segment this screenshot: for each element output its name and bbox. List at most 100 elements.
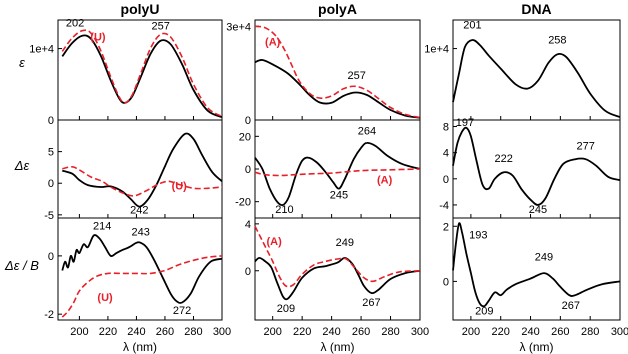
annotation-264: 264: [358, 126, 376, 138]
x-tick-label: 300: [411, 326, 429, 338]
y-tick-label: 0: [245, 115, 251, 127]
y-tick-label: -4: [439, 200, 449, 212]
series-line-solid: [254, 141, 421, 207]
y-tick-label: 5: [48, 147, 54, 159]
y-tick-label: 0: [48, 115, 54, 127]
x-tick-label: 240: [521, 326, 539, 338]
x-tick-label: 200: [263, 326, 281, 338]
y-tick-label: 0: [245, 266, 251, 278]
x-tick-label: 300: [213, 326, 231, 338]
annotation-272: 272: [173, 305, 191, 317]
annotation-277: 277: [577, 140, 595, 152]
annotation-a: (A): [265, 37, 281, 49]
y-tick-label: 20: [239, 131, 251, 143]
panel-polya-row0: 3e+4 0 (A) 257: [226, 19, 421, 127]
x-axis-label: λ (nm): [321, 340, 355, 354]
y-tick-label: -20: [235, 197, 251, 209]
y-tick-label: 2: [443, 221, 449, 233]
panel-frame: [57, 119, 223, 219]
series-line-solid: [254, 59, 421, 119]
annotation-243: 243: [132, 226, 150, 238]
panel-frame: [452, 19, 621, 121]
column-title-polya: polyA: [318, 1, 357, 17]
annotation-222: 222: [495, 153, 513, 165]
series-line-solid: [62, 132, 223, 208]
y-tick-label: 0: [443, 174, 449, 186]
row-ylabel-2: Δε / B: [4, 258, 39, 273]
panel-polyu-row0: 1e+4 0 202 (U) 257: [29, 17, 223, 127]
x-tick-label: 220: [293, 326, 311, 338]
series-line-dashed: [254, 168, 421, 177]
annotation-209: 209: [277, 303, 295, 315]
series-line-solid: [61, 234, 223, 304]
annotation-u: (U): [172, 181, 188, 193]
y-tick-label: 0: [443, 276, 449, 288]
annotation-249: 249: [336, 237, 354, 249]
annotation-210: 210: [275, 204, 293, 216]
column-title-dna: DNA: [521, 1, 551, 17]
x-axis-label: λ (nm): [123, 340, 157, 354]
annotation-214: 214: [93, 221, 111, 233]
series-line-dashed: [61, 255, 223, 318]
annotation-245: 245: [529, 204, 547, 216]
panel-frame: [254, 19, 421, 121]
annotation-267: 267: [362, 297, 380, 309]
y-tick-label: 0: [48, 251, 54, 263]
panel-polya-row1: 20 0 -20 264 (A) 210 245: [235, 119, 421, 219]
panel-frame: [57, 217, 223, 321]
x-tick-label: 260: [352, 326, 370, 338]
annotation-u: (U): [97, 292, 113, 304]
panel-dna-row1: 8 4 0 -4 197 222 277 245: [439, 117, 621, 219]
annotation-249: 249: [535, 252, 553, 264]
x-tick-label: 220: [99, 326, 117, 338]
y-tick-label: 1e+4: [424, 44, 449, 56]
y-tick-label: 0: [245, 164, 251, 176]
panel-frame: [254, 217, 421, 321]
x-axis-label: λ (nm): [520, 340, 554, 354]
annotation-242: 242: [130, 205, 148, 217]
annotation-257: 257: [151, 20, 169, 32]
x-tick-label: 240: [127, 326, 145, 338]
x-tick-label: 260: [156, 326, 174, 338]
annotation-267: 267: [562, 300, 580, 312]
annotation-201: 201: [463, 20, 481, 32]
series-line-solid: [452, 222, 621, 308]
x-tick-label: 300: [611, 326, 628, 338]
annotation-209: 209: [475, 305, 493, 317]
panel-polyu-row1: 50-5274(U)242: [44, 119, 223, 222]
y-tick-label: 1e+4: [29, 44, 54, 56]
annotation-202: 202: [66, 17, 84, 29]
panel-dna-row2: 2 0 200 220 240 260 280 300 193 249 209 267 λ (nm): [443, 217, 628, 354]
x-tick-label: 260: [551, 326, 569, 338]
series-line-dashed: [62, 165, 223, 197]
y-tick-label: 4: [245, 219, 251, 231]
annotation-257: 257: [347, 70, 365, 82]
annotation-193: 193: [469, 230, 487, 242]
row-ylabel-0: ε: [19, 55, 25, 70]
series-line-solid: [254, 256, 421, 301]
y-tick-label: -2: [44, 309, 54, 321]
panel-dna-row0: 1e+4 201 258: [424, 19, 621, 121]
annotation-258: 258: [548, 35, 566, 47]
annotation-a: (A): [377, 175, 393, 187]
x-tick-label: 280: [381, 326, 399, 338]
x-tick-label: 200: [70, 326, 88, 338]
series-line-solid: [452, 39, 621, 118]
y-tick-label: 8: [443, 122, 449, 134]
annotation-245: 245: [330, 189, 348, 201]
series-line-solid: [61, 34, 223, 118]
panel-polya-row2: 4 0 200 220 240 260 280 300 (A) 249 209 267 λ (nm): [245, 217, 429, 354]
x-tick-label: 240: [322, 326, 340, 338]
y-tick-label: -5: [44, 210, 54, 222]
y-tick-label: 4: [443, 148, 449, 160]
row-ylabel-1: Δε: [14, 158, 30, 173]
annotation-a: (A): [267, 236, 283, 248]
series-line-dashed: [61, 29, 223, 118]
series-line-dashed: [254, 25, 421, 119]
x-tick-label: 280: [581, 326, 599, 338]
x-tick-label: 220: [492, 326, 510, 338]
series-line-dashed: [254, 225, 421, 288]
column-title-polyu: polyU: [121, 1, 160, 17]
y-tick-label: 0: [48, 178, 54, 190]
